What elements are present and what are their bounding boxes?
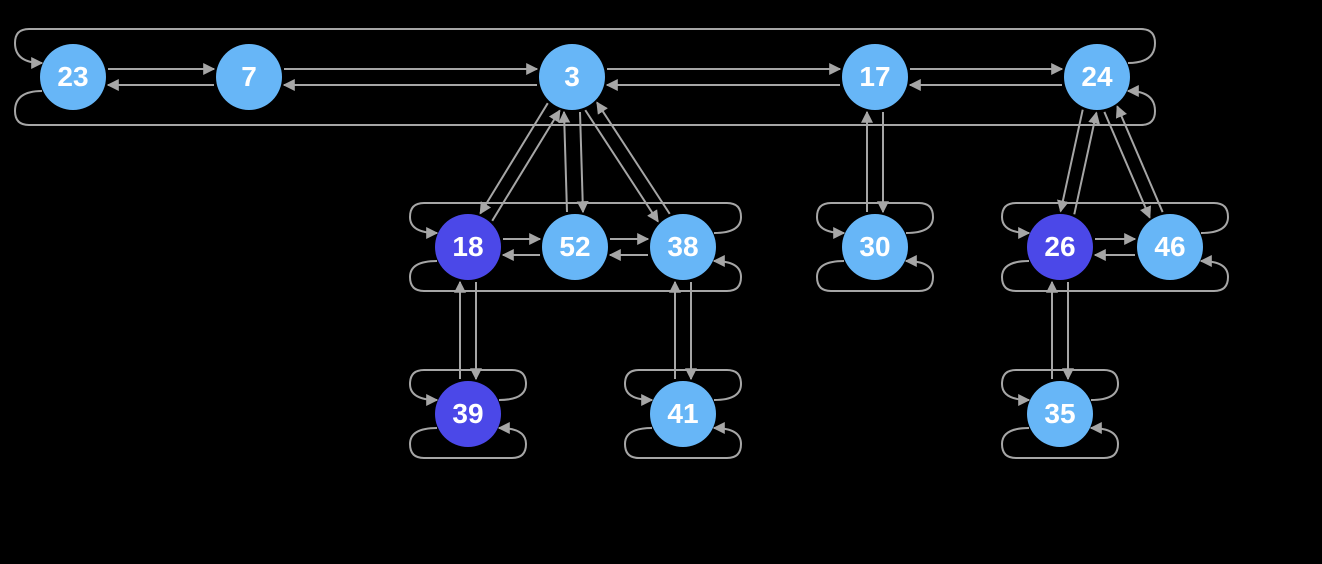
node-label: 35 <box>1044 398 1075 430</box>
graph-node: 38 <box>650 214 716 280</box>
diagram-canvas: 23 7 3 17 24 18 52 38 30 26 46 39 41 35 <box>0 0 1322 564</box>
graph-node: 23 <box>40 44 106 110</box>
node-label: 18 <box>452 231 483 263</box>
graph-node: 17 <box>842 44 908 110</box>
graph-node: 3 <box>539 44 605 110</box>
node-label: 30 <box>859 231 890 263</box>
node-label: 23 <box>57 61 88 93</box>
graph-node: 39 <box>435 381 501 447</box>
node-label: 46 <box>1154 231 1185 263</box>
graph-node: 46 <box>1137 214 1203 280</box>
graph-node: 41 <box>650 381 716 447</box>
graph-node: 7 <box>216 44 282 110</box>
node-label: 39 <box>452 398 483 430</box>
graph-node: 35 <box>1027 381 1093 447</box>
node-label: 52 <box>559 231 590 263</box>
node-label: 3 <box>564 61 580 93</box>
node-label: 7 <box>241 61 257 93</box>
graph-node: 26 <box>1027 214 1093 280</box>
node-label: 41 <box>667 398 698 430</box>
node-label: 17 <box>859 61 890 93</box>
graph-node: 24 <box>1064 44 1130 110</box>
graph-node: 30 <box>842 214 908 280</box>
node-label: 26 <box>1044 231 1075 263</box>
node-label: 24 <box>1081 61 1112 93</box>
node-label: 38 <box>667 231 698 263</box>
graph-node: 18 <box>435 214 501 280</box>
graph-node: 52 <box>542 214 608 280</box>
